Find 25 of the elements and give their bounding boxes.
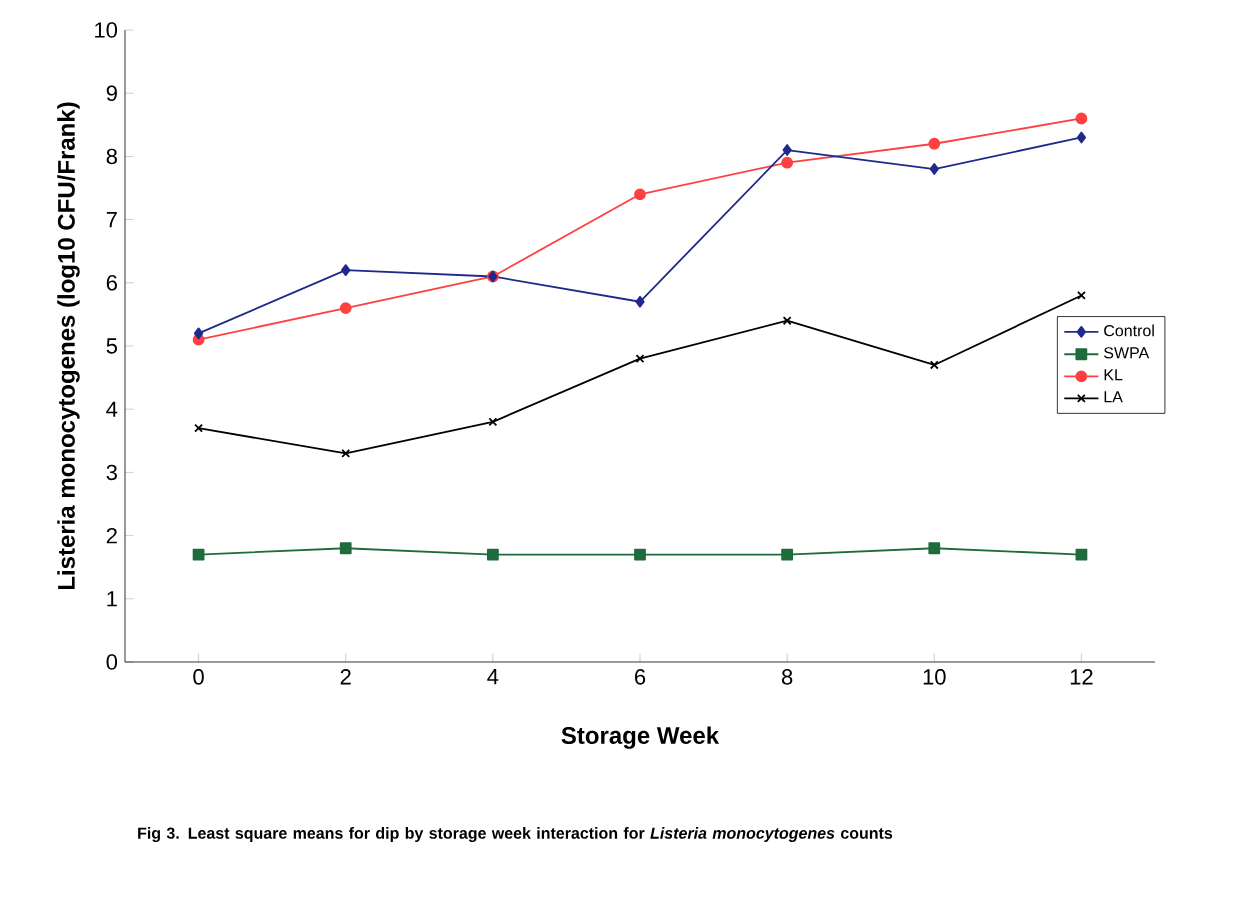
x-tick-label: 0 (193, 669, 204, 685)
legend-label: LA (1104, 391, 1123, 403)
caption: Fig 3. Least square means for dip by storage week interaction for Listeria monocytogenes counts (138, 827, 893, 843)
y-tick-label: 5 (106, 338, 117, 354)
legend-label: SWPA (1104, 347, 1150, 359)
y-tick-label: 2 (106, 527, 117, 544)
y-tick-label: 4 (106, 401, 118, 417)
x-tick-label: 6 (635, 669, 646, 685)
x-tick-label: 2 (340, 669, 351, 685)
y-tick-label: 3 (106, 464, 117, 481)
y-tick-label: 7 (106, 212, 117, 228)
y-tick-label: 1 (107, 591, 117, 607)
y-tick-label: 9 (106, 85, 117, 101)
y-tick-label: 8 (106, 148, 117, 165)
x-tick-label: 12 (1070, 669, 1093, 685)
legend-label: KL (1104, 369, 1123, 381)
legend-label: Control (1104, 324, 1154, 337)
x-tick-label: 4 (487, 669, 499, 685)
y-axis-title: Listeria monocytogenes (log10 CFU/Frank) (57, 102, 80, 590)
y-tick-label: 6 (106, 275, 117, 291)
x-tick-label: 8 (781, 669, 793, 685)
y-tick-label: 0 (106, 654, 118, 670)
y-tick-label: 10 (95, 22, 118, 38)
x-axis-title: Storage Week (561, 726, 720, 749)
x-tick-label: 10 (923, 669, 946, 685)
